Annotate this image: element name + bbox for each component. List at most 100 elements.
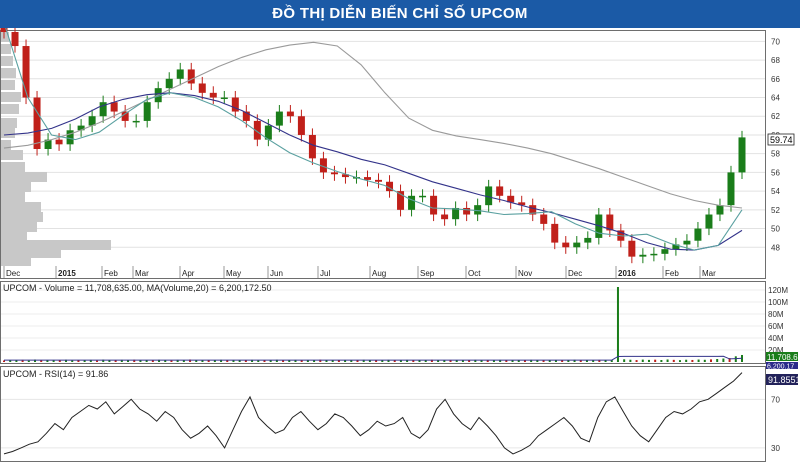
volume-bar	[27, 360, 30, 362]
price-candle	[496, 186, 504, 196]
x-axis-label: 2015	[58, 269, 76, 278]
volume-profile-bar	[1, 104, 19, 114]
volume-profile-bar	[1, 256, 31, 266]
volume-bar	[337, 360, 340, 362]
price-candle	[99, 102, 107, 117]
volume-bar	[201, 360, 204, 362]
volume-profile-bar	[1, 92, 21, 102]
volume-bar	[536, 360, 539, 362]
volume-panel-frame	[0, 281, 766, 364]
volume-profile-bar	[1, 128, 15, 138]
volume-bar	[34, 359, 37, 362]
price-candle	[485, 186, 493, 206]
volume-ma-value-box	[766, 362, 798, 369]
rsi-line	[3, 372, 743, 455]
volume-bar	[21, 359, 24, 362]
price-tick-label: 68	[771, 56, 780, 65]
price-candle	[551, 223, 559, 243]
price-candle	[11, 32, 19, 47]
price-candle	[408, 195, 416, 210]
price-candle	[132, 120, 140, 123]
x-axis-label: Mar	[135, 269, 149, 278]
price-tick-label: 58	[771, 150, 780, 159]
rsi-tick-label: 70	[771, 395, 780, 404]
price-candle	[341, 174, 349, 178]
volume-bar	[375, 360, 378, 362]
x-axis-label: Feb	[665, 269, 679, 278]
volume-bar	[629, 359, 632, 362]
x-axis-label: Sep	[420, 269, 435, 278]
price-candle	[220, 97, 228, 100]
volume-bar	[319, 359, 322, 362]
volume-bar	[213, 360, 216, 362]
price-ma-long-line	[3, 41, 743, 209]
upcom-chart: 485052545658606264666870Dec2015FebMarApr…	[0, 28, 800, 462]
price-candle	[121, 111, 129, 121]
volume-bar	[672, 359, 675, 362]
volume-profile-bar	[1, 240, 111, 250]
volume-bar	[579, 360, 582, 362]
volume-bar	[108, 360, 111, 362]
volume-bar	[722, 358, 725, 362]
price-candle	[727, 172, 735, 206]
price-tick-label: 50	[771, 225, 780, 234]
volume-bar	[257, 360, 260, 362]
volume-bar	[195, 360, 198, 362]
volume-bar	[449, 359, 452, 362]
volume-bar	[350, 360, 353, 362]
price-candle	[452, 207, 460, 220]
volume-bar	[635, 360, 638, 362]
price-last-value-box	[767, 133, 795, 146]
volume-bar	[660, 360, 663, 362]
volume-bar	[554, 359, 557, 362]
volume-bar	[573, 359, 576, 362]
price-tick-label: 54	[771, 187, 780, 196]
price-candle	[319, 158, 327, 173]
volume-bar	[406, 359, 409, 362]
volume-bar	[685, 359, 688, 362]
price-candle	[518, 202, 526, 206]
price-candle	[463, 207, 471, 215]
volume-bar	[176, 359, 179, 362]
page-title: ĐỒ THỊ DIỄN BIẾN CHỈ SỐ UPCOM	[272, 5, 528, 22]
volume-profile-bar	[1, 68, 16, 78]
price-candle	[176, 69, 184, 79]
price-candle	[253, 120, 261, 140]
volume-tick-label: 20M	[768, 346, 784, 355]
price-candle	[529, 205, 537, 215]
volume-bar	[368, 360, 371, 362]
volume-ma-value: 6,200.17	[767, 364, 794, 371]
volume-bar	[263, 360, 266, 362]
volume-profile-bar	[1, 182, 31, 192]
volume-bar	[511, 360, 514, 362]
volume-bar	[3, 360, 5, 362]
price-candle	[738, 137, 746, 173]
volume-bar	[52, 359, 55, 362]
volume-profile-bar	[1, 118, 17, 128]
volume-bar	[443, 360, 446, 362]
volume-bar	[133, 359, 136, 362]
volume-bar	[220, 359, 223, 362]
price-tick-label: 62	[771, 112, 780, 121]
price-candle	[198, 83, 206, 93]
price-candle	[264, 125, 272, 140]
volume-bar	[96, 360, 99, 362]
price-ma-short-line	[5, 28, 743, 251]
volume-bar	[381, 360, 384, 362]
volume-bar	[226, 360, 229, 362]
volume-bar	[461, 360, 464, 362]
volume-bar	[592, 360, 595, 362]
volume-bar	[344, 359, 347, 362]
x-axis-label: May	[226, 269, 241, 278]
price-candle	[187, 69, 195, 84]
x-axis-label: 2016	[618, 269, 636, 278]
price-tick-label: 64	[771, 94, 780, 103]
price-candle	[242, 111, 250, 121]
volume-bar	[616, 287, 619, 362]
price-candle	[375, 179, 383, 182]
rsi-last-value-box	[766, 374, 798, 385]
volume-bar	[151, 360, 154, 362]
price-tick-label: 52	[771, 206, 780, 215]
volume-bar	[325, 360, 328, 362]
volume-bar	[523, 360, 526, 362]
